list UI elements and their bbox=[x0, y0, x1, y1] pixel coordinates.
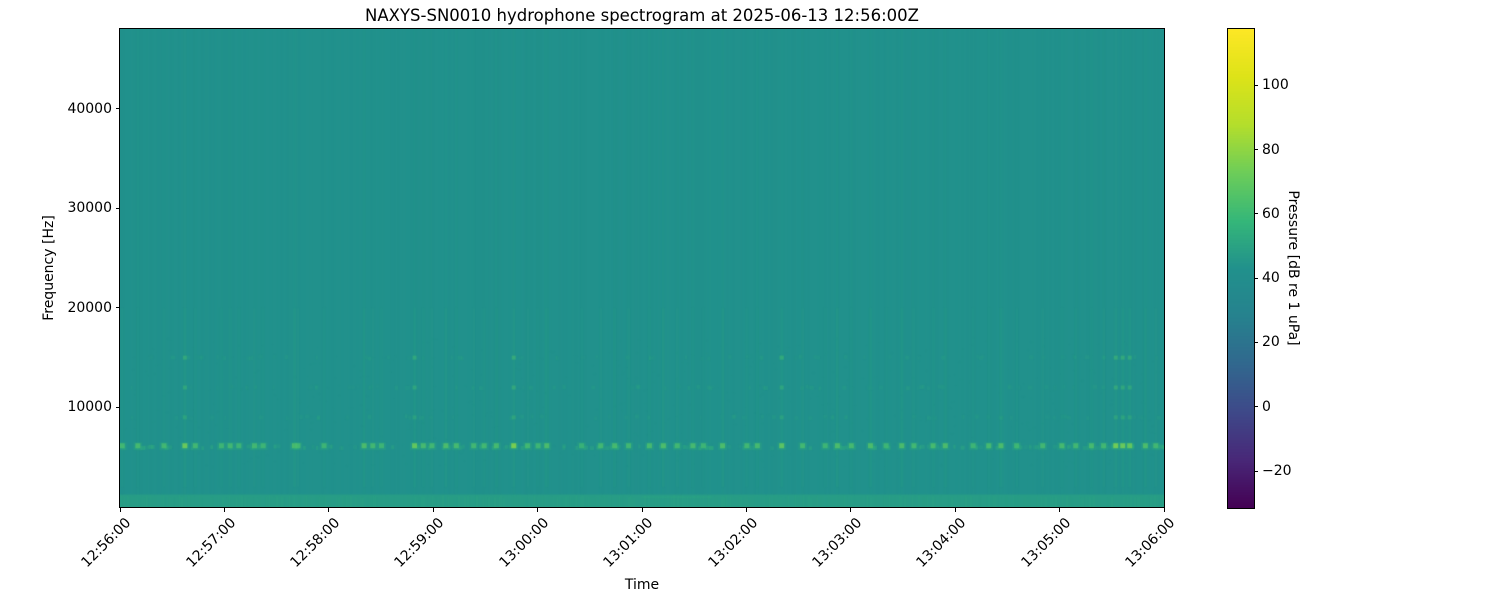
colorbar-tick-mark bbox=[1254, 84, 1258, 86]
colorbar-gradient bbox=[1228, 29, 1254, 508]
colorbar-tick-label: −20 bbox=[1262, 463, 1292, 480]
x-tick-mark bbox=[223, 508, 225, 512]
y-tick-label: 30000 bbox=[67, 200, 112, 217]
x-tick-label: 12:59:00 bbox=[391, 515, 448, 571]
colorbar-tick-mark bbox=[1254, 213, 1258, 215]
chart-title: NAXYS-SN0010 hydrophone spectrogram at 2… bbox=[365, 6, 919, 25]
colorbar-tick-label: 100 bbox=[1262, 77, 1289, 94]
x-tick-label: 13:00:00 bbox=[496, 515, 552, 571]
colorbar-tick-label: 80 bbox=[1262, 141, 1280, 158]
x-tick-mark bbox=[745, 508, 747, 512]
colorbar-tick-label: 60 bbox=[1262, 205, 1280, 222]
colorbar-tick-label: 20 bbox=[1262, 334, 1280, 351]
x-tick-mark bbox=[432, 508, 434, 512]
y-tick-mark bbox=[116, 406, 120, 408]
y-tick-mark bbox=[116, 207, 120, 209]
y-tick-label: 10000 bbox=[67, 399, 112, 416]
x-tick-mark bbox=[1059, 508, 1061, 512]
x-tick-label: 13:01:00 bbox=[600, 515, 657, 571]
x-tick-mark bbox=[1163, 508, 1165, 512]
colorbar-border bbox=[1227, 28, 1255, 509]
x-tick-mark bbox=[328, 508, 330, 512]
y-tick-mark bbox=[116, 307, 120, 309]
x-tick-mark bbox=[641, 508, 643, 512]
y-tick-label: 40000 bbox=[67, 100, 112, 117]
x-tick-label: 13:04:00 bbox=[913, 515, 970, 571]
colorbar-tick-label: 0 bbox=[1262, 398, 1271, 415]
x-tick-label: 13:03:00 bbox=[809, 515, 866, 571]
y-tick-label: 20000 bbox=[67, 299, 112, 316]
colorbar-tick-mark bbox=[1254, 277, 1258, 279]
colorbar-label: Pressure [dB re 1 uPa] bbox=[1285, 190, 1301, 346]
x-tick-label: 12:56:00 bbox=[78, 515, 135, 571]
x-tick-mark bbox=[850, 508, 852, 512]
x-tick-mark bbox=[537, 508, 539, 512]
x-tick-mark bbox=[954, 508, 956, 512]
x-axis-label: Time bbox=[624, 577, 660, 593]
y-tick-mark bbox=[116, 108, 120, 110]
plot-border bbox=[119, 28, 1165, 508]
colorbar-tick-mark bbox=[1254, 149, 1258, 151]
x-tick-label: 13:05:00 bbox=[1018, 515, 1074, 571]
x-tick-label: 12:58:00 bbox=[287, 515, 344, 571]
spectrogram-heatmap bbox=[120, 29, 1164, 507]
colorbar-tick-mark bbox=[1254, 470, 1258, 472]
colorbar-tick-mark bbox=[1254, 341, 1258, 343]
colorbar-tick-label: 40 bbox=[1262, 270, 1280, 287]
x-tick-label: 13:02:00 bbox=[704, 515, 761, 571]
x-tick-label: 13:06:00 bbox=[1122, 515, 1179, 571]
colorbar-tick-mark bbox=[1254, 406, 1258, 408]
x-tick-mark bbox=[119, 508, 121, 512]
x-tick-label: 12:57:00 bbox=[182, 515, 239, 571]
